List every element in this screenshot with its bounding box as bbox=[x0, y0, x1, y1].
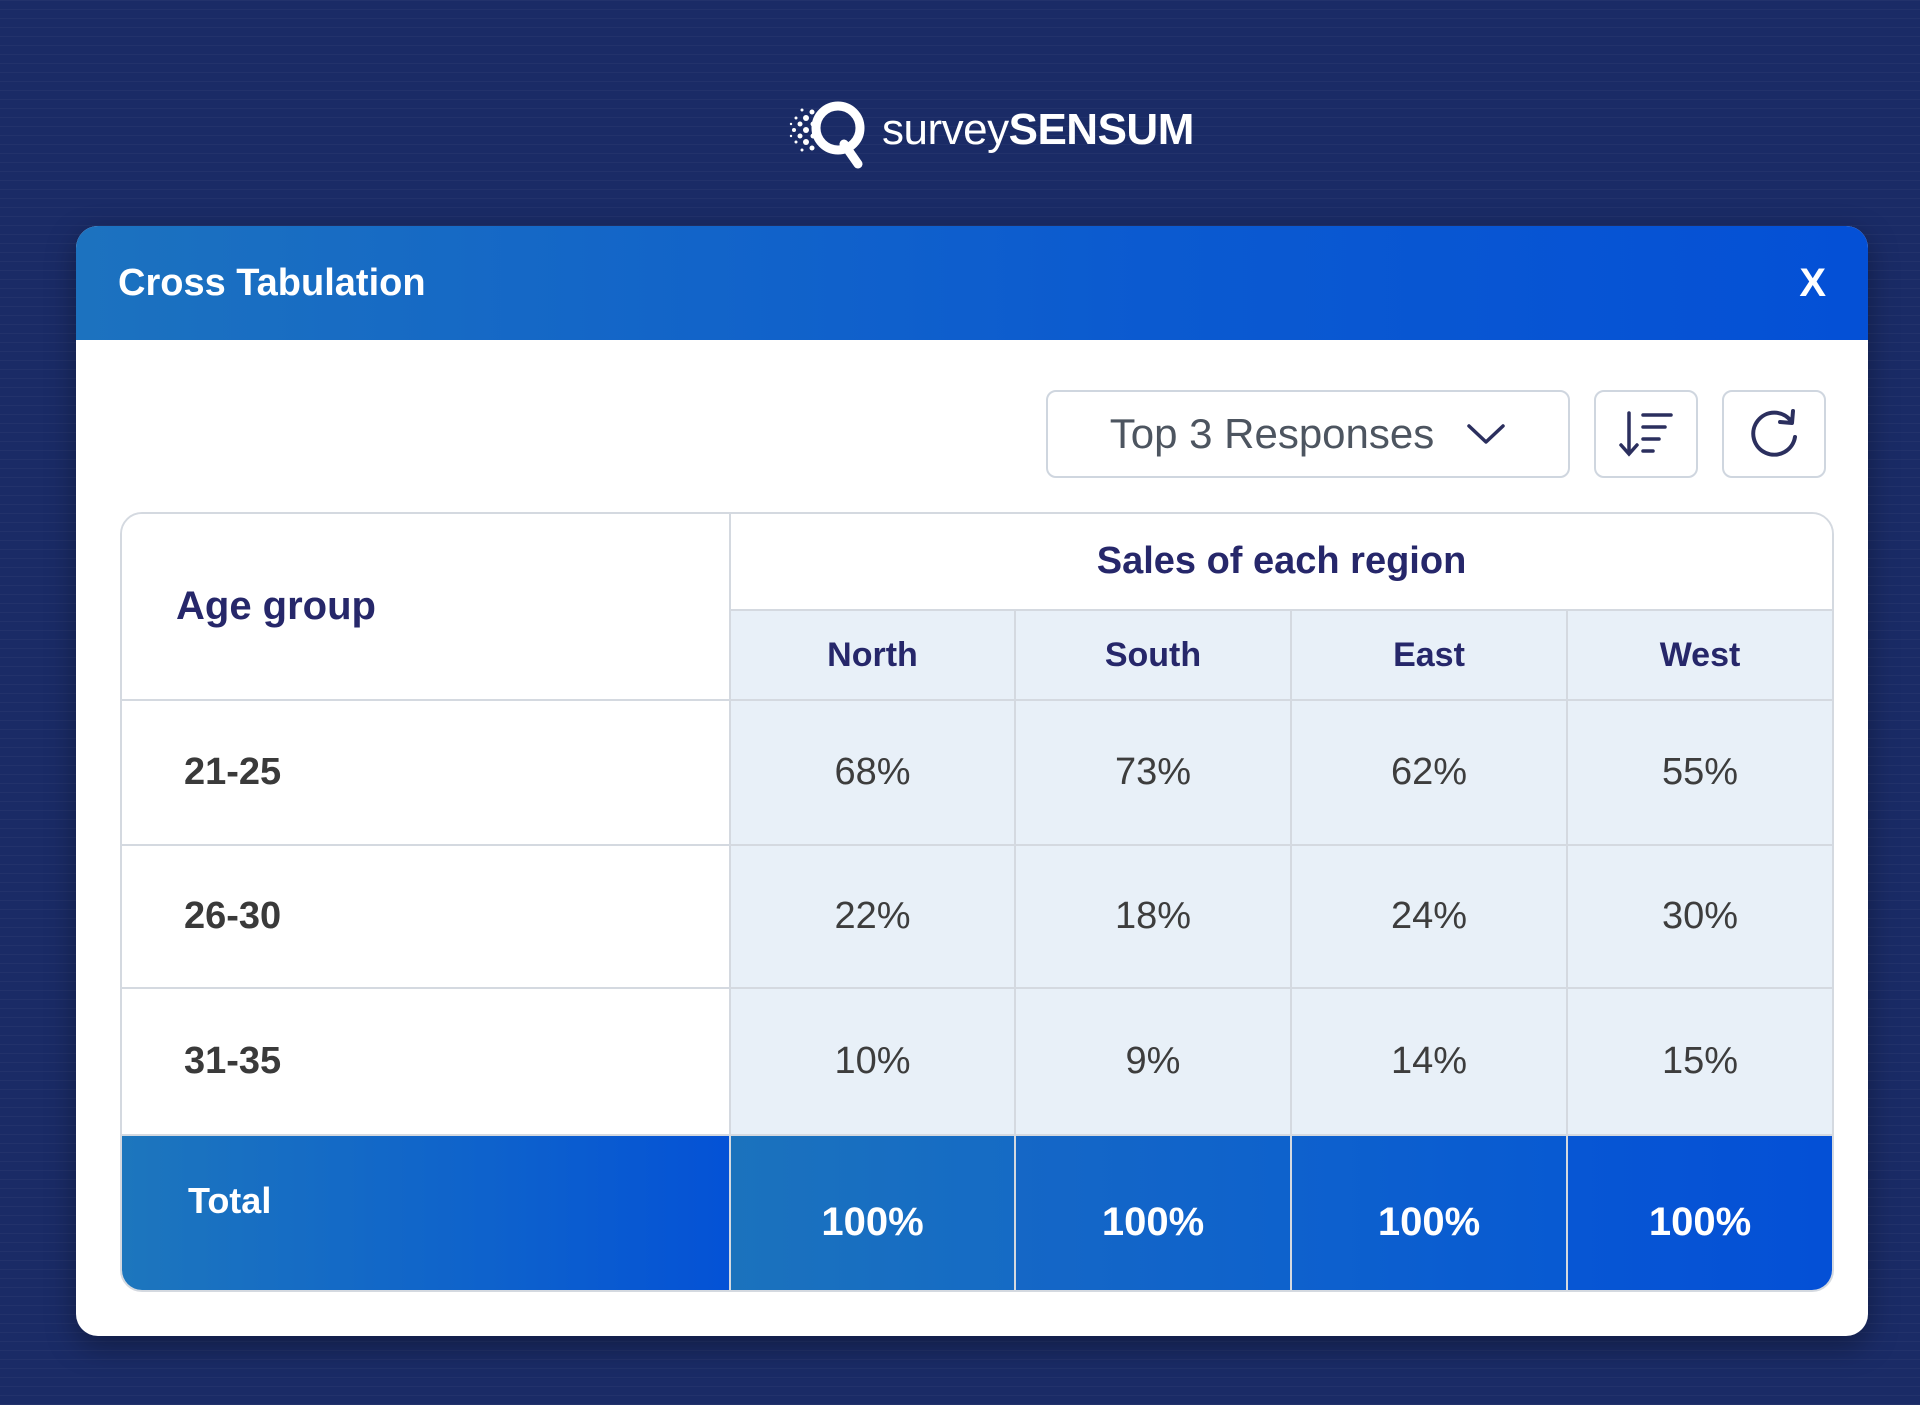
logo-text-light: survey bbox=[882, 105, 1009, 154]
sort-descending-icon bbox=[1619, 411, 1673, 457]
total-cell: 100% bbox=[729, 1134, 1016, 1290]
table-cell: 14% bbox=[1290, 987, 1568, 1136]
refresh-icon bbox=[1751, 409, 1797, 457]
table-cell: 9% bbox=[1014, 987, 1292, 1136]
column-header-south: South bbox=[1014, 609, 1292, 701]
dialog-title: Cross Tabulation bbox=[118, 261, 426, 304]
column-group-header: Sales of each region bbox=[728, 514, 1832, 611]
table-cell: 73% bbox=[1014, 699, 1292, 846]
table-cell: 22% bbox=[729, 844, 1016, 989]
total-cell: 100% bbox=[1290, 1134, 1568, 1290]
brand-logo: surveySENSUM bbox=[788, 90, 1194, 170]
table-cell: 68% bbox=[729, 699, 1016, 846]
column-header-west: West bbox=[1565, 609, 1832, 701]
table-cell: 62% bbox=[1290, 699, 1568, 846]
table-cell: 30% bbox=[1565, 844, 1832, 989]
row-label: 21-25 bbox=[122, 699, 731, 846]
row-label: 26-30 bbox=[122, 844, 731, 989]
column-header-east: East bbox=[1290, 609, 1568, 701]
total-cell: 100% bbox=[1014, 1134, 1292, 1290]
dropdown-value: Top 3 Responses bbox=[1109, 410, 1435, 457]
table-row: 26-30 22% 18% 24% 30% bbox=[122, 844, 1832, 989]
total-row: Total 100% 100% 100% 100% bbox=[122, 1134, 1832, 1290]
close-button[interactable]: X bbox=[1799, 261, 1826, 305]
row-label: 31-35 bbox=[122, 987, 731, 1136]
row-header-age-group: Age group bbox=[122, 514, 731, 701]
sort-button[interactable] bbox=[1594, 390, 1698, 478]
table-cell: 18% bbox=[1014, 844, 1292, 989]
toolbar: Top 3 Responses bbox=[1046, 390, 1826, 478]
cross-tab-table: Age group Sales of each region North Sou… bbox=[120, 512, 1834, 1292]
chevron-down-icon bbox=[1467, 424, 1506, 444]
logo-wordmark: surveySENSUM bbox=[882, 90, 1194, 170]
column-header-north: North bbox=[730, 609, 1016, 701]
table-cell: 55% bbox=[1565, 699, 1832, 846]
surveysensum-logo-icon bbox=[789, 101, 865, 169]
total-label: Total bbox=[122, 1134, 731, 1290]
refresh-button[interactable] bbox=[1722, 390, 1826, 478]
cross-tabulation-dialog: Cross Tabulation X Top 3 Responses bbox=[76, 226, 1868, 1336]
table-row: 31-35 10% 9% 14% 15% bbox=[122, 987, 1832, 1136]
dialog-header: Cross Tabulation X bbox=[76, 226, 1868, 340]
table-cell: 15% bbox=[1565, 987, 1832, 1136]
table-cell: 24% bbox=[1290, 844, 1568, 989]
responses-dropdown[interactable]: Top 3 Responses bbox=[1046, 390, 1570, 478]
table-row: 21-25 68% 73% 62% 55% bbox=[122, 699, 1832, 846]
logo-text-bold: SENSUM bbox=[1008, 105, 1195, 154]
table-cell: 10% bbox=[729, 987, 1016, 1136]
total-cell: 100% bbox=[1565, 1134, 1832, 1290]
